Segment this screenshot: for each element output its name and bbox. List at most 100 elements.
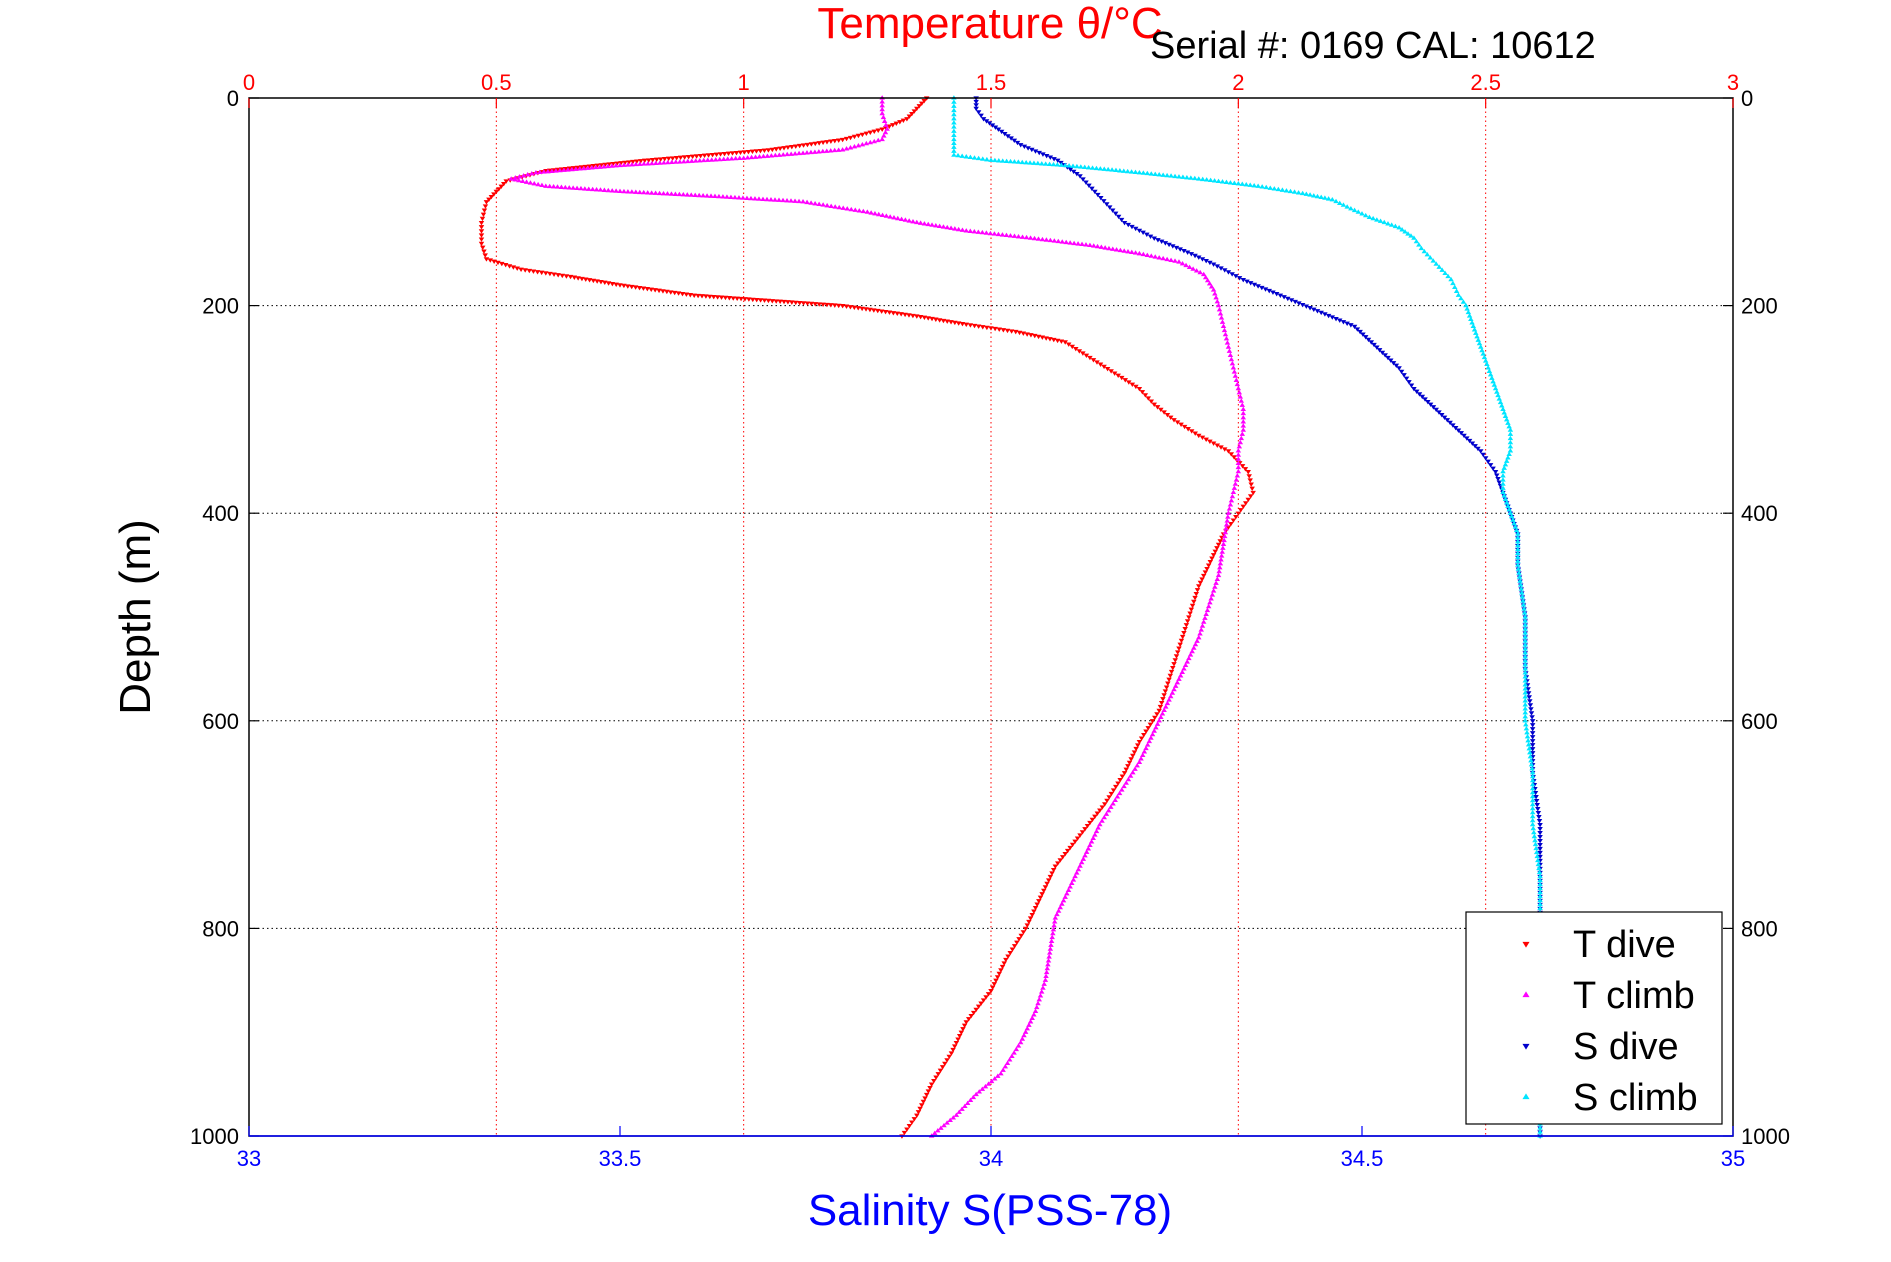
data-point: [1057, 904, 1063, 910]
data-point: [575, 276, 581, 281]
data-point: [562, 184, 569, 190]
data-point: [1511, 520, 1517, 526]
data-point: [836, 204, 842, 210]
data-point: [1149, 719, 1156, 724]
data-point: [773, 147, 779, 152]
data-point: [1067, 167, 1074, 172]
data-point: [996, 971, 1002, 977]
data-point: [1113, 784, 1119, 790]
data-point: [904, 117, 910, 122]
data-point: [1461, 433, 1467, 439]
data-point: [909, 111, 915, 117]
data-point: [1247, 494, 1254, 499]
data-point: [1344, 321, 1350, 327]
data-point: [660, 289, 666, 294]
data-point: [634, 159, 640, 164]
data-point: [1078, 164, 1084, 169]
data-point: [765, 298, 772, 304]
data-point: [1154, 405, 1161, 410]
data-point: [980, 117, 987, 122]
depth-tick-label-right: 400: [1741, 501, 1778, 526]
data-point: [804, 301, 811, 306]
data-point: [1049, 871, 1055, 876]
data-point: [824, 302, 830, 308]
data-point: [1160, 697, 1166, 702]
data-point: [792, 144, 799, 149]
data-point: [1217, 311, 1224, 316]
data-point: [1192, 175, 1198, 181]
data-point: [796, 143, 803, 149]
data-point: [914, 314, 920, 319]
data-point: [1045, 878, 1052, 883]
data-point: [629, 162, 635, 167]
data-point: [1532, 837, 1538, 843]
data-point: [734, 296, 740, 301]
data-point: [852, 207, 859, 212]
data-point: [512, 177, 518, 182]
data-point: [1177, 673, 1184, 678]
data-point: [526, 268, 533, 274]
data-point: [593, 164, 599, 170]
data-point: [965, 1017, 972, 1022]
data-point: [700, 193, 706, 198]
data-point: [1051, 238, 1058, 243]
data-point: [1093, 165, 1100, 171]
data-point: [744, 155, 751, 160]
data-point: [1240, 278, 1247, 283]
data-point: [1152, 715, 1158, 721]
data-point: [975, 110, 982, 115]
data-point: [1336, 200, 1343, 205]
data-point: [1112, 797, 1118, 802]
data-point: [959, 322, 966, 327]
data-point: [1402, 229, 1408, 234]
data-point: [583, 277, 589, 282]
data-point: [843, 304, 850, 309]
data-point: [1215, 178, 1222, 184]
data-point: [1460, 299, 1467, 304]
data-point: [1045, 958, 1052, 963]
data-point: [693, 158, 699, 163]
data-point: [709, 152, 716, 158]
data-point: [1176, 646, 1182, 651]
data-point: [482, 253, 488, 258]
data-point: [1058, 160, 1064, 166]
data-point: [1040, 985, 1046, 990]
data-point: [716, 193, 722, 199]
data-point: [996, 158, 1002, 163]
data-point: [1403, 376, 1410, 382]
data-point: [1051, 919, 1058, 924]
data-point: [1124, 168, 1131, 174]
data-point: [1214, 576, 1221, 581]
data-point: [1168, 257, 1174, 262]
data-point: [941, 1122, 947, 1128]
data-point: [1025, 146, 1031, 151]
data-point: [929, 316, 935, 322]
data-point: [1235, 511, 1242, 516]
data-point: [914, 1113, 920, 1119]
data-point: [551, 272, 557, 277]
data-point: [1430, 258, 1436, 263]
data-point: [970, 1094, 977, 1100]
data-point: [669, 156, 676, 161]
data-point: [962, 1103, 968, 1108]
data-point: [824, 140, 830, 145]
series-layer: [478, 95, 1543, 1139]
data-point: [921, 315, 928, 321]
data-point: [605, 281, 612, 286]
data-point: [1495, 476, 1501, 482]
data-point: [1227, 502, 1234, 507]
data-point: [816, 149, 822, 154]
data-point: [917, 314, 924, 320]
data-point: [609, 188, 615, 193]
data-point: [1527, 703, 1534, 708]
data-point: [1368, 340, 1375, 345]
data-point: [1482, 358, 1489, 363]
data-point: [1123, 780, 1129, 785]
data-point: [828, 303, 834, 308]
data-point: [1203, 177, 1210, 182]
data-point: [987, 230, 994, 236]
data-point: [1531, 829, 1537, 835]
data-point: [1374, 217, 1380, 222]
data-point: [931, 1130, 938, 1136]
data-point: [488, 194, 495, 200]
